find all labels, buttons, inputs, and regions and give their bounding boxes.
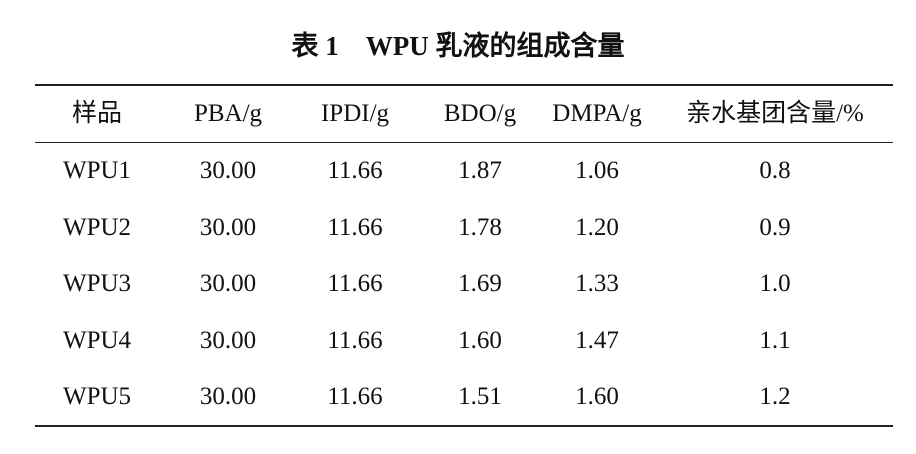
table-cell: 1.51	[458, 383, 502, 410]
header-rule	[35, 142, 893, 143]
table-cell: 30.00	[199, 270, 257, 297]
header-cell: DMPA/g	[552, 100, 642, 127]
table-cell: WPU2	[62, 214, 132, 241]
table-cell: WPU3	[62, 270, 132, 297]
table-title: 表 1 WPU 乳液的组成含量	[291, 31, 625, 61]
table-cell: 11.66	[327, 327, 383, 354]
table-cell: 0.8	[759, 157, 791, 184]
table-cell: 30.00	[199, 383, 257, 410]
table-cell: 1.87	[458, 157, 502, 184]
table-cell: 11.66	[327, 270, 383, 297]
table-cell: 11.66	[327, 383, 383, 410]
table-cell: WPU5	[62, 383, 132, 410]
table-cell: 30.00	[199, 214, 257, 241]
header-cell: 亲水基团含量/%	[686, 100, 864, 127]
table-cell: WPU4	[62, 327, 132, 354]
table-cell: 1.78	[458, 214, 502, 241]
table-cell: 11.66	[327, 214, 383, 241]
table-cell: 1.60	[575, 383, 619, 410]
header-cell: IPDI/g	[320, 100, 390, 127]
table-cell: 1.20	[575, 214, 619, 241]
table-cell: WPU1	[62, 157, 132, 184]
table-cell: 1.2	[759, 383, 791, 410]
table-cell: 30.00	[199, 157, 257, 184]
table-cell: 1.69	[458, 270, 502, 297]
table-cell: 0.9	[759, 214, 791, 241]
table-cell: 1.0	[759, 270, 791, 297]
table-cell: 1.60	[458, 327, 502, 354]
header-cell: PBA/g	[193, 100, 263, 127]
table-cell: 1.06	[575, 157, 619, 184]
table-cell: 1.1	[759, 327, 791, 354]
table-cell: 1.33	[575, 270, 619, 297]
table-cell: 1.47	[575, 327, 619, 354]
top-rule	[35, 84, 893, 86]
header-cell: 样品	[71, 100, 122, 127]
table-cell: 11.66	[327, 157, 383, 184]
table-cell: 30.00	[199, 327, 257, 354]
bottom-rule	[35, 425, 893, 427]
header-cell: BDO/g	[443, 100, 517, 127]
